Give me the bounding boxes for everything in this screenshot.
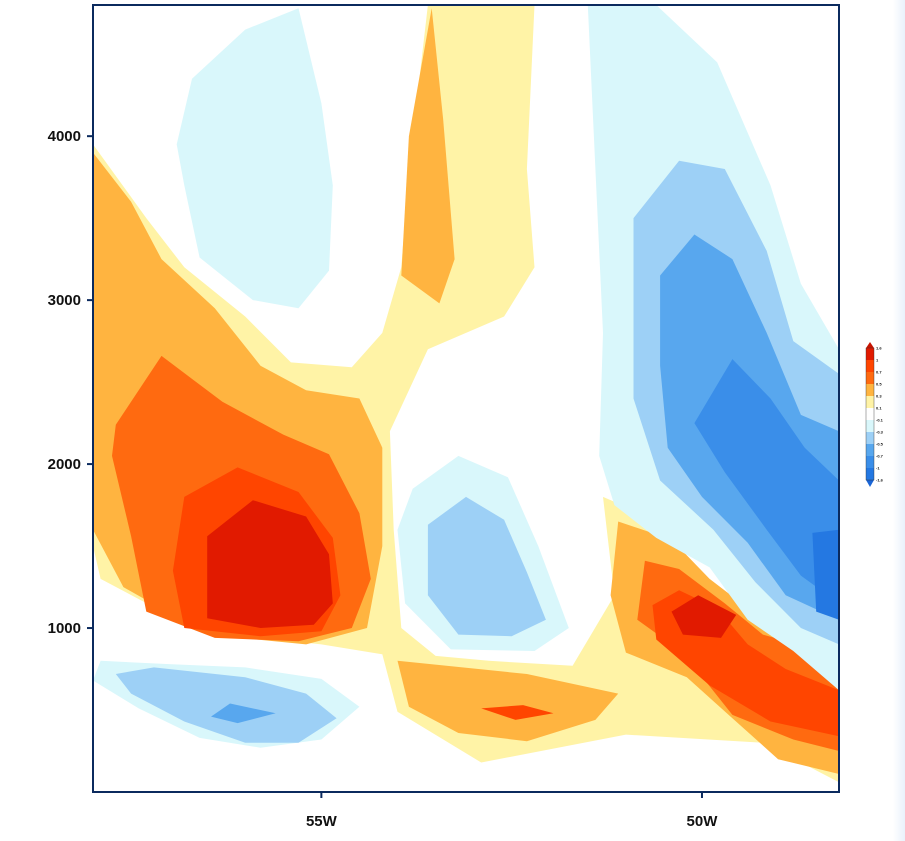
colorbar-label: -0.5 [876,442,884,447]
contour-region-positive-0p5-3 [397,660,619,742]
colorbar-label: 0.7 [876,370,882,375]
colorbar-label: 0.5 [876,382,882,387]
x-tick-label: 55W [306,813,338,830]
colorbar-swatch-3 [866,372,874,384]
colorbar-swatch-10 [866,456,874,468]
colorbar-label: 0.3 [876,394,882,399]
colorbar-label: -0.7 [876,454,884,459]
contour-region-positive-0p5-2 [401,8,455,304]
colorbar-swatch-6 [866,408,874,420]
colorbar-swatch-1 [866,348,874,360]
plot-frame [92,4,840,793]
contour-region-positive-1-9 [481,705,554,720]
colorbar-label: -0.1 [876,418,884,423]
colorbar-label: 0.1 [876,406,882,411]
colorbar-bottom-arrow [866,480,874,487]
contour-region-negative-m0p5-20 [211,703,276,724]
page-edge-shading [893,0,905,841]
y-axis: 1000 2000 3000 4000 [48,128,93,637]
colorbar-label: 1.6 [876,346,882,351]
contour-region-positive-1p6-11 [671,595,737,638]
contour-regions [93,5,839,783]
colorbar-label: -0.3 [876,430,884,435]
contour-region-negative-m1-22 [812,529,839,620]
colorbar-swatch-11 [866,468,874,480]
colorbar-label: -1 [876,466,880,471]
y-tick-label: 3000 [48,292,81,309]
colorbar-label: -1.6 [876,478,884,483]
colorbar-label: 1 [876,358,879,363]
colorbar-swatch-4 [866,384,874,396]
colorbar-swatch-2 [866,360,874,372]
colorbar-swatch-9 [866,444,874,456]
contour-region-negative-m0p3-18 [115,667,337,743]
contour-region-negative-m0p1-12 [176,8,333,309]
contour-region-negative-m0p7-21 [694,359,839,604]
colorbar-outline [865,347,875,481]
colorbar-top-arrow [866,342,874,348]
contour-region-positive-1p6-10 [207,500,333,628]
colorbar: 1.6 1 0.7 0.5 0.3 0.1 -0.1 -0.3 -0.5 -0.7 -1 -1.6 [865,342,884,487]
colorbar-swatch-7 [866,420,874,432]
colorbar-swatch-5 [866,396,874,408]
y-tick-label: 2000 [48,456,81,473]
x-axis: 55W 50W [306,792,718,830]
y-tick-label: 1000 [48,620,81,637]
y-tick-label: 4000 [48,128,81,145]
contour-region-negative-m0p3-17 [427,496,546,637]
colorbar-swatch-8 [866,432,874,444]
x-tick-label: 50W [687,813,719,830]
